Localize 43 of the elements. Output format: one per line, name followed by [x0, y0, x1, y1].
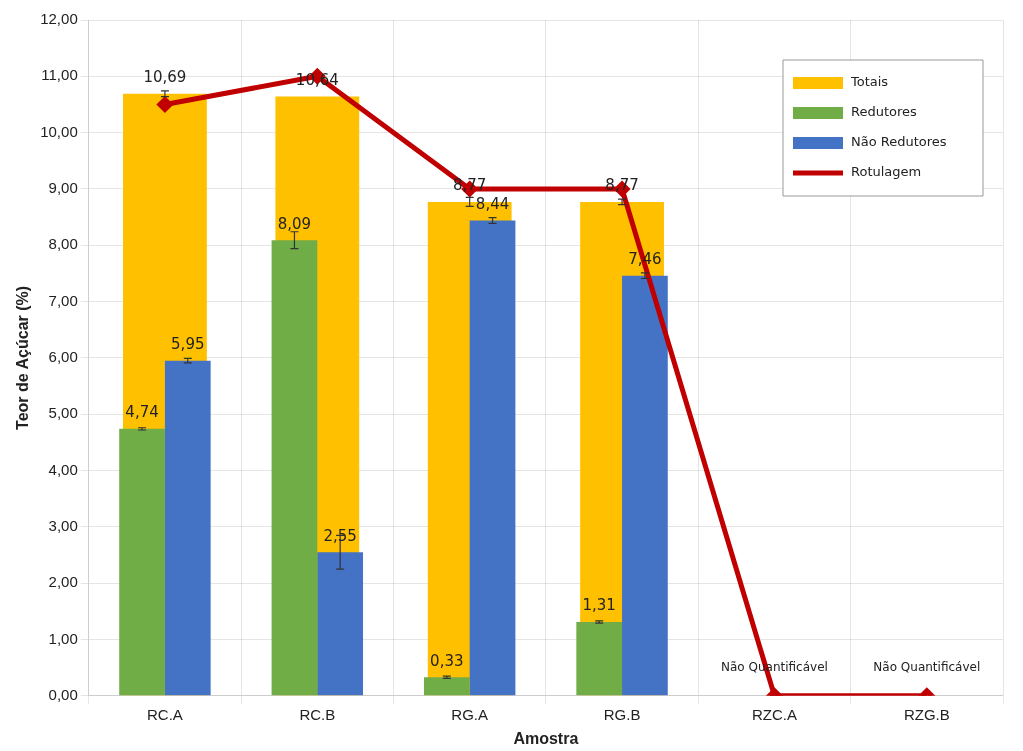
bar — [119, 428, 165, 696]
data-label: 5,95 — [171, 335, 205, 354]
y-tick-label: 1,00 — [48, 629, 78, 647]
x-axis-title: Amostra — [513, 729, 579, 747]
annotation: Não Quantificável — [873, 659, 981, 674]
data-label: 1,31 — [582, 596, 616, 615]
legend-label: Totais — [850, 74, 889, 90]
data-label: 2,55 — [323, 526, 357, 545]
x-tick-label: RG.B — [603, 705, 641, 723]
y-tick-label: 4,00 — [48, 460, 78, 478]
y-tick-label: 10,00 — [40, 122, 78, 140]
data-label: 0,33 — [430, 651, 464, 670]
data-label: 10,69 — [143, 68, 187, 87]
y-tick-label: 0,00 — [48, 685, 78, 703]
y-tick-label: 2,00 — [48, 573, 78, 591]
y-tick-label: 9,00 — [48, 179, 78, 197]
data-label: 10,64 — [295, 70, 339, 89]
y-axis-title: Teor de Açúcar (%) — [14, 285, 32, 430]
y-tick-label: 8,00 — [48, 235, 78, 253]
y-tick-label: 6,00 — [48, 348, 78, 366]
data-label: 4,74 — [125, 403, 159, 422]
x-tick-label: RZG.B — [903, 705, 950, 723]
legend-label: Não Redutores — [851, 134, 947, 150]
x-tick-label: RC.A — [147, 705, 183, 723]
y-tick-label: 12,00 — [40, 10, 78, 28]
bar — [576, 622, 623, 696]
y-tick-label: 11,00 — [41, 66, 78, 84]
x-tick-label: RC.B — [299, 705, 336, 723]
x-tick-label: RZC.A — [751, 705, 797, 723]
bar — [164, 360, 211, 696]
y-tick-label: 7,00 — [48, 291, 78, 309]
y-tick-label: 3,00 — [48, 516, 78, 534]
bar — [271, 240, 318, 696]
bar — [469, 220, 516, 696]
bar — [622, 275, 668, 696]
y-tick-label: 5,00 — [48, 404, 78, 422]
legend-label: Rotulagem — [851, 164, 922, 180]
data-label: 8,09 — [277, 214, 312, 233]
legend-label: Redutores — [851, 104, 918, 120]
point — [157, 96, 173, 112]
x-tick-label: RG.A — [451, 705, 489, 723]
bar — [317, 552, 364, 696]
bar — [423, 677, 470, 696]
